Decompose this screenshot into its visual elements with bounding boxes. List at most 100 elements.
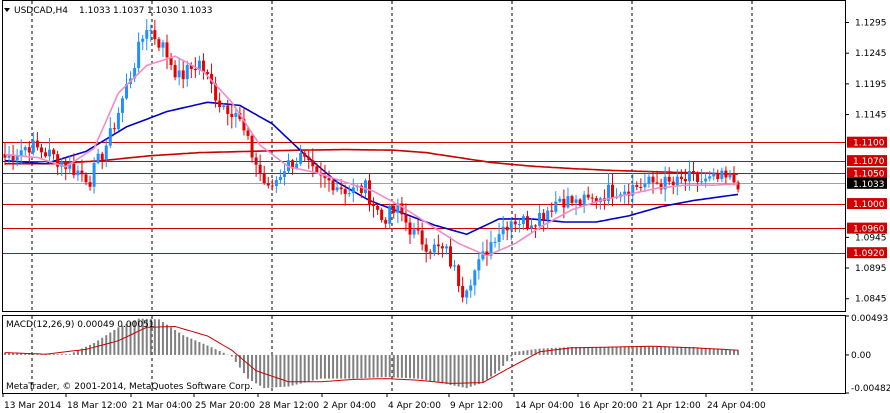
candlestick[interactable] (161, 39, 165, 57)
candlestick[interactable] (453, 259, 457, 271)
candlestick[interactable] (52, 148, 56, 160)
candlestick[interactable] (149, 24, 153, 42)
candlestick[interactable] (631, 173, 635, 207)
candlestick[interactable] (388, 203, 392, 229)
candlestick[interactable] (574, 194, 578, 216)
candlestick[interactable] (380, 207, 384, 223)
candlestick[interactable] (582, 190, 586, 214)
candlestick[interactable] (185, 60, 189, 87)
candlestick[interactable] (44, 147, 47, 158)
candlestick[interactable] (639, 178, 643, 192)
candlestick[interactable] (165, 34, 169, 70)
candlestick[interactable] (282, 163, 286, 186)
candlestick[interactable] (157, 37, 161, 52)
candlestick[interactable] (667, 167, 671, 186)
candlestick[interactable] (700, 169, 704, 185)
triangle-down-icon[interactable] (4, 8, 10, 12)
candlestick[interactable] (347, 185, 351, 197)
candlestick[interactable] (444, 243, 448, 255)
candlestick[interactable] (31, 132, 35, 156)
candlestick[interactable] (396, 198, 400, 224)
level-price-label[interactable]: 1.1000 (847, 198, 887, 210)
candlestick[interactable] (145, 19, 149, 51)
candlestick[interactable] (92, 157, 96, 194)
candlestick[interactable] (655, 170, 659, 185)
candlestick[interactable] (517, 218, 521, 233)
candlestick[interactable] (671, 176, 675, 195)
candlestick[interactable] (181, 60, 185, 89)
candlestick[interactable] (303, 150, 307, 162)
candlestick[interactable] (465, 289, 469, 305)
candlestick[interactable] (23, 145, 27, 156)
candlestick[interactable] (351, 178, 355, 203)
candlestick[interactable] (68, 155, 72, 175)
candlestick[interactable] (120, 95, 124, 123)
candlestick[interactable] (611, 173, 614, 207)
candlestick[interactable] (11, 144, 15, 170)
candlestick[interactable] (169, 52, 173, 71)
candlestick[interactable] (570, 194, 574, 207)
candlestick[interactable] (679, 169, 683, 184)
candlestick[interactable] (416, 219, 420, 235)
candlestick[interactable] (404, 203, 408, 232)
candlestick[interactable] (266, 176, 270, 189)
candlestick[interactable] (116, 107, 120, 131)
candlestick[interactable] (408, 217, 412, 244)
candlestick[interactable] (440, 242, 444, 258)
candlestick[interactable] (218, 92, 222, 113)
candlestick[interactable] (732, 166, 736, 186)
candlestick[interactable] (692, 162, 695, 181)
candlestick[interactable] (35, 131, 39, 151)
candlestick[interactable] (384, 217, 388, 229)
candlestick[interactable] (501, 215, 505, 241)
candlestick[interactable] (477, 253, 481, 280)
candlestick[interactable] (210, 63, 214, 94)
candlestick[interactable] (659, 178, 663, 195)
candlestick[interactable] (48, 137, 52, 164)
candlestick[interactable] (420, 222, 424, 251)
candlestick[interactable] (550, 202, 554, 218)
candlestick[interactable] (485, 239, 489, 266)
candlestick[interactable] (497, 222, 501, 251)
candlestick[interactable] (363, 178, 367, 198)
candlestick[interactable] (683, 168, 687, 191)
candlestick[interactable] (72, 153, 76, 179)
candlestick[interactable] (3, 142, 7, 166)
candlestick[interactable] (720, 167, 724, 183)
candlestick[interactable] (246, 126, 250, 140)
candlestick[interactable] (372, 197, 376, 218)
candlestick[interactable] (606, 173, 610, 206)
candlestick[interactable] (108, 117, 112, 148)
candlestick[interactable] (206, 69, 209, 80)
candlestick[interactable] (270, 178, 274, 191)
candlestick[interactable] (104, 139, 108, 168)
candlestick[interactable] (708, 170, 712, 182)
candlestick[interactable] (173, 60, 177, 81)
candlestick[interactable] (696, 171, 700, 192)
candlestick[interactable] (137, 32, 141, 75)
candlestick[interactable] (39, 143, 43, 160)
candlestick[interactable] (153, 20, 157, 45)
candlestick[interactable] (274, 176, 278, 193)
candlestick[interactable] (586, 186, 590, 201)
candlestick[interactable] (513, 213, 517, 233)
candlestick[interactable] (331, 178, 335, 195)
candlestick[interactable] (554, 191, 558, 215)
candlestick[interactable] (234, 106, 238, 128)
candlestick[interactable] (368, 173, 371, 212)
candlestick[interactable] (566, 187, 570, 209)
candlestick[interactable] (716, 169, 720, 183)
candlestick[interactable] (258, 154, 262, 181)
candlestick[interactable] (64, 157, 68, 181)
candlestick[interactable] (505, 221, 509, 241)
candlestick[interactable] (521, 213, 525, 231)
candlestick[interactable] (278, 169, 282, 184)
candlestick[interactable] (436, 234, 440, 256)
candlestick[interactable] (27, 140, 31, 165)
candlestick[interactable] (262, 165, 266, 185)
candlestick[interactable] (230, 104, 234, 129)
candlestick[interactable] (15, 149, 19, 167)
candlestick[interactable] (197, 55, 201, 75)
candlestick[interactable] (250, 134, 254, 163)
